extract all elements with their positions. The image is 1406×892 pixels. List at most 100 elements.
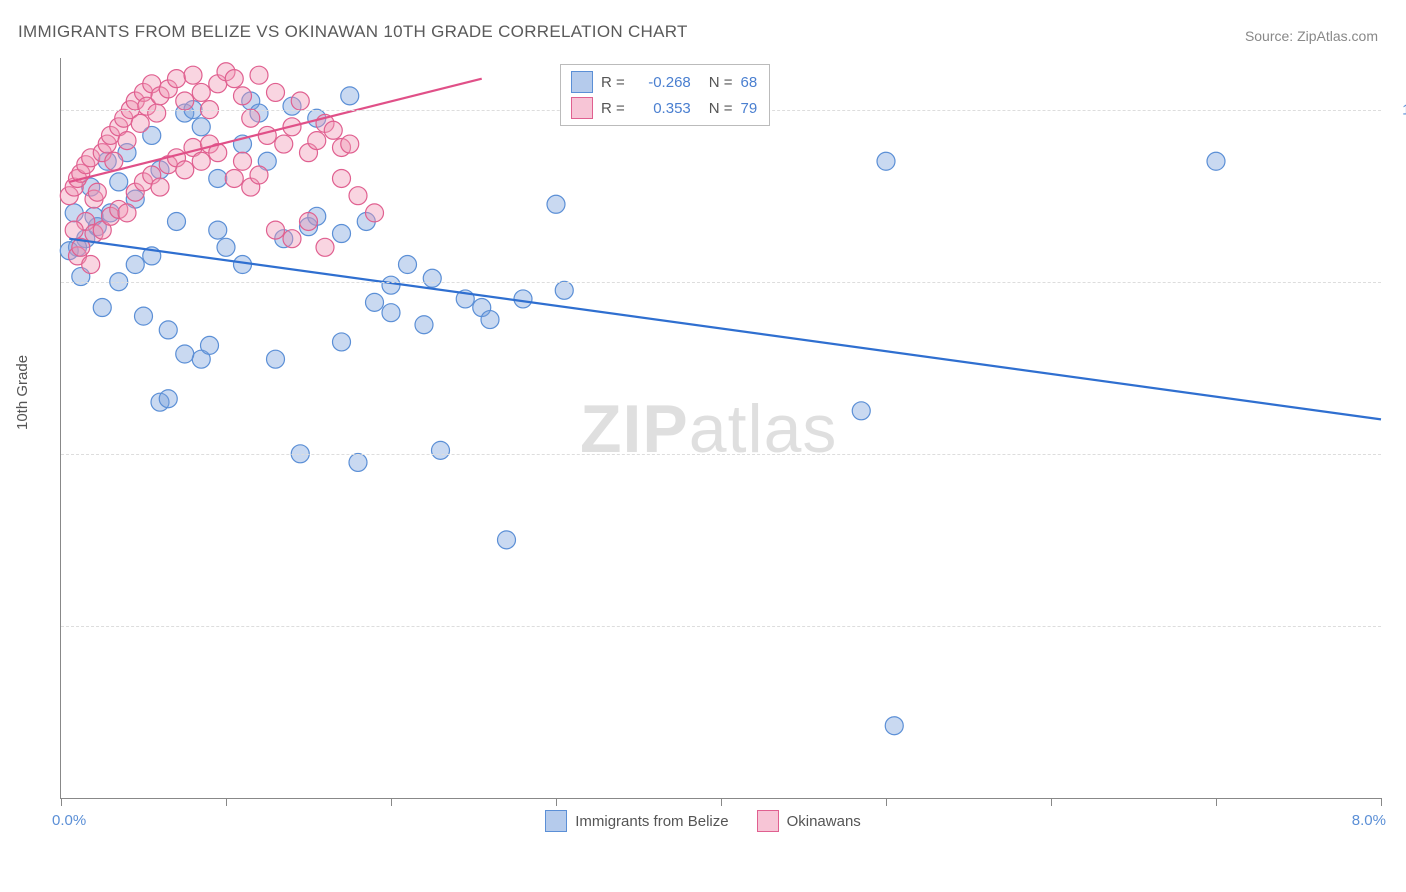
data-point — [275, 135, 293, 153]
y-tick-label: 100.0% — [1393, 101, 1406, 118]
data-point — [333, 333, 351, 351]
data-point — [547, 195, 565, 213]
data-point — [341, 87, 359, 105]
data-point — [555, 281, 573, 299]
x-tick — [226, 798, 227, 806]
x-tick — [721, 798, 722, 806]
y-axis-label: 10th Grade — [14, 355, 31, 430]
data-point — [217, 238, 235, 256]
data-point — [283, 230, 301, 248]
data-point — [432, 441, 450, 459]
data-point — [481, 311, 499, 329]
data-point — [349, 453, 367, 471]
bottom-legend-item: Immigrants from Belize — [545, 810, 728, 832]
correlation-legend: R = -0.268 N = 68 R = 0.353 N = 79 — [560, 64, 770, 126]
data-point — [341, 135, 359, 153]
data-point — [93, 299, 111, 317]
chart-title: IMMIGRANTS FROM BELIZE VS OKINAWAN 10TH … — [18, 22, 688, 42]
source-label: Source: ZipAtlas.com — [1245, 28, 1378, 44]
data-point — [242, 109, 260, 127]
data-point — [176, 345, 194, 363]
data-point — [267, 350, 285, 368]
legend-r-value: -0.268 — [633, 74, 691, 91]
legend-row: R = 0.353 N = 79 — [571, 95, 757, 121]
legend-label: Immigrants from Belize — [575, 813, 728, 830]
data-point — [267, 221, 285, 239]
legend-row: R = -0.268 N = 68 — [571, 69, 757, 95]
legend-swatch — [571, 71, 593, 93]
legend-n-label: N = — [709, 100, 733, 117]
x-tick — [61, 798, 62, 806]
data-point — [176, 161, 194, 179]
legend-r-label: R = — [601, 100, 625, 117]
data-point — [148, 104, 166, 122]
data-point — [131, 114, 149, 132]
y-tick-label: 80.0% — [1393, 445, 1406, 462]
data-point — [135, 307, 153, 325]
data-point — [366, 204, 384, 222]
x-tick — [1381, 798, 1382, 806]
data-point — [382, 304, 400, 322]
data-point — [877, 152, 895, 170]
data-point — [159, 390, 177, 408]
data-point — [308, 132, 326, 150]
data-point — [250, 66, 268, 84]
legend-r-value: 0.353 — [633, 100, 691, 117]
legend-label: Okinawans — [787, 813, 861, 830]
data-point — [176, 92, 194, 110]
x-tick — [391, 798, 392, 806]
plot-area: 70.0%80.0%90.0%100.0% — [60, 58, 1381, 799]
scatter-svg — [61, 58, 1381, 798]
x-tick — [1051, 798, 1052, 806]
data-point — [324, 121, 342, 139]
trend-line — [69, 239, 1381, 420]
legend-swatch — [545, 810, 567, 832]
legend-swatch — [571, 97, 593, 119]
data-point — [225, 70, 243, 88]
legend-n-label: N = — [709, 74, 733, 91]
data-point — [852, 402, 870, 420]
data-point — [118, 204, 136, 222]
x-tick — [1216, 798, 1217, 806]
data-point — [192, 118, 210, 136]
data-point — [184, 66, 202, 84]
data-point — [514, 290, 532, 308]
legend-r-label: R = — [601, 74, 625, 91]
data-point — [415, 316, 433, 334]
data-point — [1207, 152, 1225, 170]
gridline — [61, 282, 1381, 283]
data-point — [267, 83, 285, 101]
x-tick — [556, 798, 557, 806]
data-point — [333, 225, 351, 243]
data-point — [168, 212, 186, 230]
data-point — [65, 221, 83, 239]
data-point — [201, 336, 219, 354]
data-point — [192, 83, 210, 101]
data-point — [209, 169, 227, 187]
data-point — [151, 178, 169, 196]
data-point — [88, 183, 106, 201]
data-point — [168, 70, 186, 88]
data-point — [234, 152, 252, 170]
data-point — [885, 717, 903, 735]
gridline — [61, 454, 1381, 455]
legend-n-value: 79 — [741, 100, 758, 117]
data-point — [82, 256, 100, 274]
data-point — [366, 293, 384, 311]
legend-n-value: 68 — [741, 74, 758, 91]
data-point — [225, 169, 243, 187]
data-point — [316, 238, 334, 256]
data-point — [498, 531, 516, 549]
x-axis-max-label: 8.0% — [1352, 812, 1386, 829]
data-point — [192, 152, 210, 170]
data-point — [382, 276, 400, 294]
bottom-legend-item: Okinawans — [757, 810, 861, 832]
data-point — [159, 321, 177, 339]
y-tick-label: 70.0% — [1393, 617, 1406, 634]
data-point — [126, 256, 144, 274]
data-point — [209, 221, 227, 239]
data-point — [110, 173, 128, 191]
data-point — [258, 126, 276, 144]
data-point — [291, 92, 309, 110]
data-point — [300, 212, 318, 230]
